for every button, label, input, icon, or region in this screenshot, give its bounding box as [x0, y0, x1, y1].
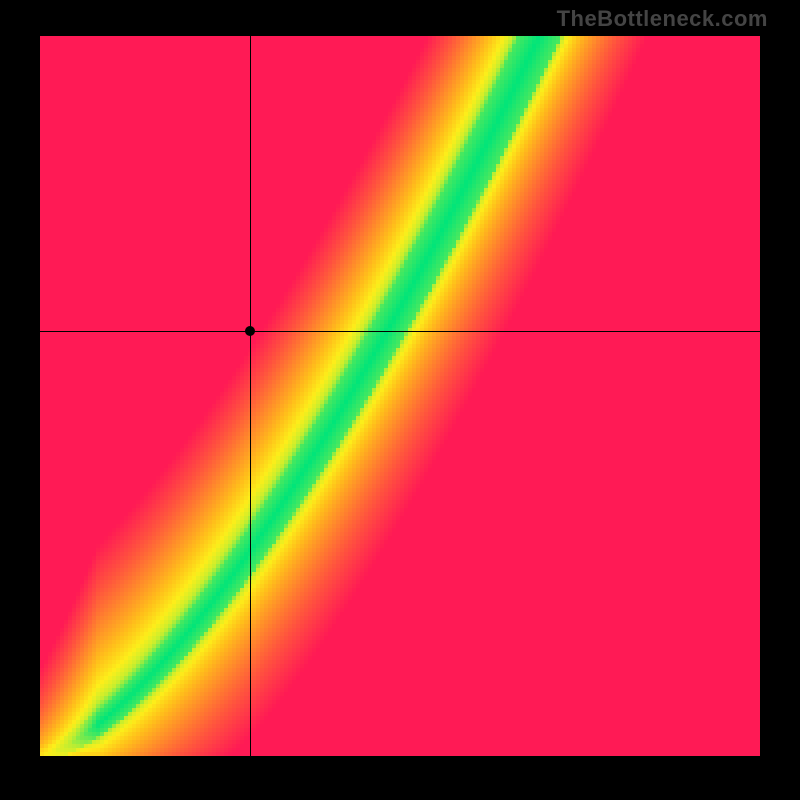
data-point-marker [245, 326, 255, 336]
heatmap-canvas [40, 36, 760, 756]
crosshair-horizontal [40, 331, 760, 332]
heatmap-plot [40, 36, 760, 756]
crosshair-vertical [250, 36, 251, 756]
watermark-text: TheBottleneck.com [557, 6, 768, 32]
